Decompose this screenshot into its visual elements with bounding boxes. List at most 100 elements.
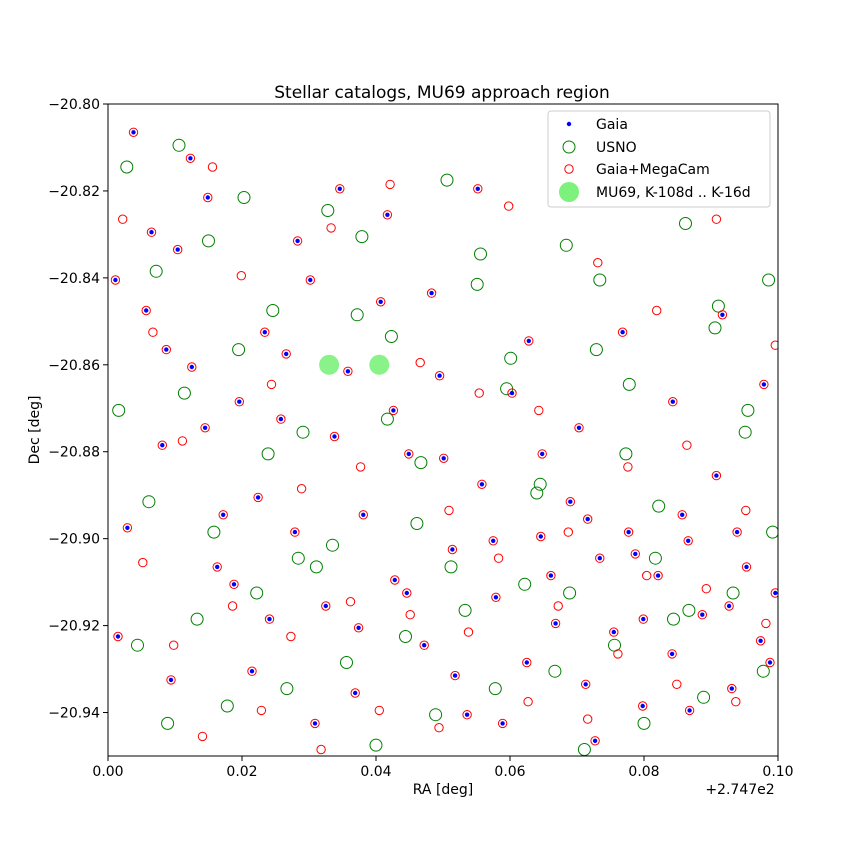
point-circle-small-40 xyxy=(697,610,707,620)
point-circle-small-133 xyxy=(770,340,778,350)
point-circle-large-36 xyxy=(518,577,532,591)
point-circle-small-36 xyxy=(638,701,648,711)
point-circle-large-22 xyxy=(766,525,778,539)
point-circle-large-6 xyxy=(296,425,310,439)
point-circle-small-105 xyxy=(613,649,623,659)
y-tick-label: −20.94 xyxy=(48,706,100,722)
point-circle-small-83 xyxy=(537,449,547,459)
point-circle-small-27 xyxy=(507,388,517,398)
point-circle-small-42 xyxy=(727,683,737,694)
point-circle-large-14 xyxy=(533,477,547,491)
point-dot-22 xyxy=(437,373,442,378)
point-circle-small-59 xyxy=(759,379,769,390)
x-tick-label: 0.04 xyxy=(360,764,391,780)
y-tick-label: −20.86 xyxy=(48,358,100,374)
point-dot-14 xyxy=(323,603,328,609)
point-circle-small-104 xyxy=(583,714,593,724)
point-circle-small-24 xyxy=(462,710,472,720)
point-dot-10 xyxy=(262,330,267,335)
point-circle-small-71 xyxy=(638,614,648,624)
point-circle-small-99 xyxy=(434,723,444,733)
x-axis-ticks: 0.00 0.02 0.04 0.06 0.08 0.10 xyxy=(92,756,794,780)
point-circle-small-35 xyxy=(623,527,634,537)
point-circle-large-44 xyxy=(756,664,770,678)
point-circle-large-26 xyxy=(220,699,234,713)
point-dot-70 xyxy=(592,738,598,743)
point-circle-small-121 xyxy=(415,357,425,368)
point-circle-small-41 xyxy=(711,470,722,481)
point-circle-large-5 xyxy=(266,304,280,317)
point-circle-small-96 xyxy=(345,597,356,607)
point-circle-small-127 xyxy=(593,258,603,268)
point-dot-26 xyxy=(493,595,499,600)
legend-marker-dot xyxy=(566,121,572,127)
point-circle-small-73 xyxy=(732,527,742,537)
x-axis-label: RA [deg] xyxy=(413,782,474,798)
point-circle-large-45 xyxy=(112,403,126,417)
point-circle-small-76 xyxy=(200,423,210,433)
point-circle-small-43 xyxy=(741,562,752,572)
point-circle-large-28 xyxy=(280,682,294,696)
point-circle-small-44 xyxy=(755,636,766,646)
point-circle-small-7 xyxy=(218,510,228,520)
y-tick-label: −20.90 xyxy=(48,532,100,548)
point-circle-small-119 xyxy=(355,462,366,472)
point-circle-large-32 xyxy=(399,630,412,643)
point-circle-small-67 xyxy=(450,670,460,681)
point-dot-84 xyxy=(585,516,590,522)
point-circle-small-17 xyxy=(358,510,368,520)
point-dot-77 xyxy=(255,495,261,500)
legend-box xyxy=(547,110,771,208)
point-dot-62 xyxy=(215,564,220,570)
point-circle-small-1 xyxy=(128,127,139,138)
point-circle-small-45 xyxy=(770,588,778,598)
point-circle-small-97 xyxy=(374,705,384,716)
point-circle-small-65 xyxy=(353,623,364,633)
legend-label: MU69, K-108d .. K-16d xyxy=(596,185,751,201)
point-circle-large-41 xyxy=(667,612,680,626)
point-circle-large-56 xyxy=(440,173,454,187)
x-tick-label: 0.02 xyxy=(226,764,257,780)
point-circle-small-79 xyxy=(343,366,353,376)
point-circle-large-59 xyxy=(530,486,544,500)
point-circle-small-106 xyxy=(642,570,652,581)
point-circle-small-123 xyxy=(474,388,484,398)
point-dot-59 xyxy=(761,382,767,387)
point-dot-23 xyxy=(450,547,455,552)
point-circle-small-93 xyxy=(256,705,267,716)
point-circle-small-88 xyxy=(765,657,775,668)
point-dot-35 xyxy=(626,529,631,535)
point-dot-82 xyxy=(491,538,496,543)
chart-title: Stellar catalogs, MU69 approach region xyxy=(274,83,609,103)
point-circle-small-87 xyxy=(724,601,734,611)
point-dot-28 xyxy=(524,660,529,665)
point-circle-small-94 xyxy=(286,631,296,642)
point-circle-small-13 xyxy=(305,275,315,285)
point-dot-12 xyxy=(292,529,298,535)
point-circle-small-15 xyxy=(335,184,345,194)
point-circle-large-50 xyxy=(261,447,275,461)
point-circle-small-28 xyxy=(522,657,532,668)
point-circle-small-116 xyxy=(266,379,277,390)
point-circle-small-120 xyxy=(385,179,395,190)
point-dot-30 xyxy=(553,621,558,626)
point-circle-small-23 xyxy=(447,544,458,555)
point-circle-large-35 xyxy=(488,682,502,696)
legend-marker-circle-large xyxy=(562,140,576,154)
point-circle-large-3 xyxy=(207,525,221,539)
point-circle-small-72 xyxy=(684,705,695,716)
point-filled-circle-1 xyxy=(369,354,390,375)
y-tick-label: −20.82 xyxy=(48,184,100,200)
point-dot-66 xyxy=(404,590,409,596)
point-dot-52 xyxy=(429,290,434,296)
x-tick-label: 0.00 xyxy=(92,764,123,780)
point-circle-small-110 xyxy=(761,618,771,629)
point-circle-small-107 xyxy=(672,679,682,689)
legend-label: Gaia+MegaCam xyxy=(596,162,710,178)
point-circle-small-29 xyxy=(536,531,546,542)
legend-marker-circle-small xyxy=(564,164,574,174)
point-circle-small-74 xyxy=(110,275,121,285)
point-filled-circle-0 xyxy=(319,354,340,375)
point-dot-15 xyxy=(337,186,342,191)
point-dot-44 xyxy=(758,638,763,643)
